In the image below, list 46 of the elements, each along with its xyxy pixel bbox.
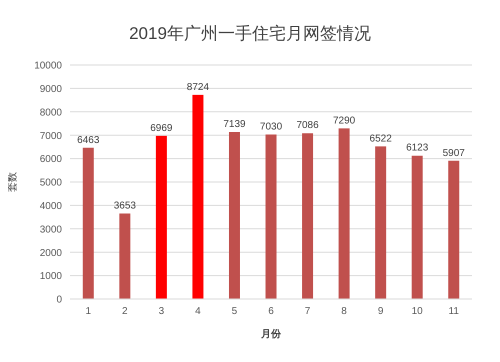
y-tick-label: 3000 — [40, 224, 62, 236]
x-tick-label: 1 — [85, 306, 92, 318]
y-tick-label: 0 — [56, 294, 62, 306]
data-label: 7139 — [223, 118, 246, 130]
x-axis-title: 月份 — [260, 328, 282, 340]
data-label: 7030 — [260, 122, 283, 132]
x-tick-label: 5 — [232, 306, 238, 318]
data-label: 7290 — [332, 115, 356, 126]
x-tick-label: 10 — [412, 306, 424, 318]
bar — [192, 94, 204, 299]
data-label: 6463 — [77, 134, 100, 146]
x-tick-label: 8 — [341, 306, 348, 318]
x-tick-label: 9 — [378, 306, 384, 318]
data-label: 5907 — [442, 148, 466, 159]
bar — [412, 156, 423, 299]
y-tick-label: 2000 — [40, 248, 62, 259]
data-label: 8724 — [186, 82, 210, 93]
x-tick-label: 4 — [195, 306, 202, 318]
data-label: 6123 — [406, 142, 429, 154]
x-tick-label: 11 — [448, 306, 460, 318]
bar — [228, 132, 240, 299]
data-label: 3653 — [114, 200, 136, 212]
x-tick-label: 3 — [158, 306, 165, 318]
bar — [375, 146, 386, 299]
bar — [448, 160, 460, 299]
y-tick-label: 4000 — [40, 200, 62, 212]
bar — [338, 128, 350, 299]
bar — [156, 136, 167, 299]
bar — [266, 134, 277, 299]
y-tick-label: 6000 — [40, 154, 62, 166]
y-tick-label: 7000 — [40, 130, 62, 142]
y-tick-label: 9000 — [40, 84, 62, 95]
x-tick-label: 2 — [122, 306, 128, 318]
y-tick-label: 8000 — [40, 107, 62, 118]
data-label: 6522 — [370, 133, 392, 144]
x-tick-label: 7 — [304, 306, 311, 318]
y-tick-label: 10000 — [34, 60, 62, 72]
y-tick-label: 1000 — [40, 271, 62, 282]
data-label: 7086 — [296, 120, 320, 132]
bar — [82, 148, 94, 299]
bar — [119, 214, 130, 299]
y-tick-label: 5000 — [40, 178, 62, 189]
x-tick-label: 6 — [268, 306, 274, 318]
data-label: 6969 — [150, 122, 173, 134]
chart-title: 2019年广州一手住宅月网签情况 — [128, 23, 372, 45]
bar — [302, 133, 314, 299]
